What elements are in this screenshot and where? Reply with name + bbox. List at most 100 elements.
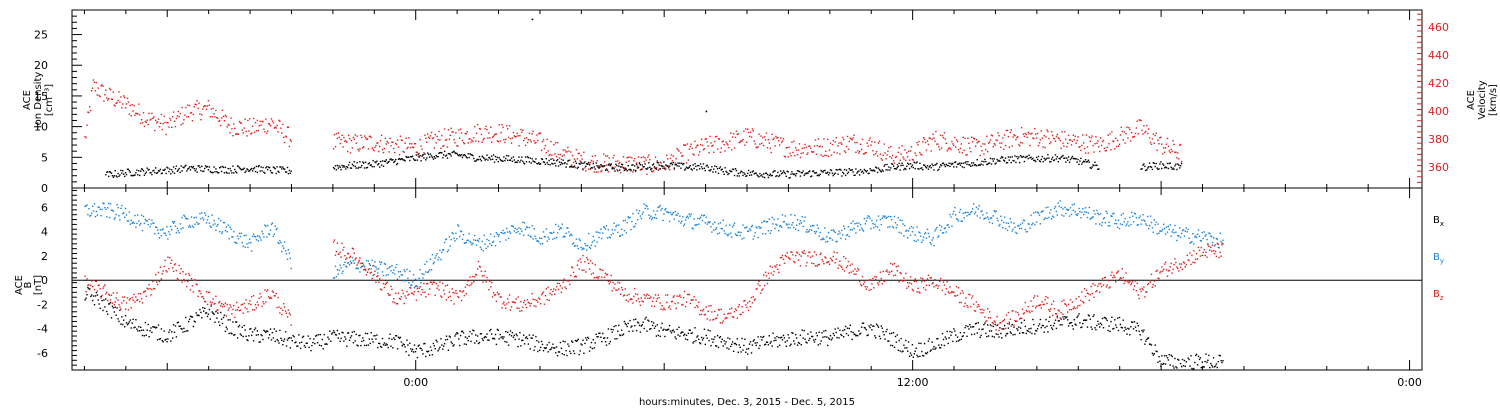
by-point [255,239,258,241]
bx-point [958,339,961,341]
velocity-point [973,138,976,140]
density-point [381,160,384,162]
velocity-point [829,142,832,144]
velocity-point [1179,143,1182,146]
density-point [907,163,910,166]
by-point [565,232,567,235]
bz-point [408,293,410,295]
velocity-point [937,143,939,145]
density-point [1014,155,1016,157]
density-point [729,169,731,172]
bx-point [369,342,371,345]
velocity-point [164,121,166,124]
bx-point [447,349,450,351]
density-point [667,165,669,167]
density-point [757,175,759,177]
by-point [394,273,396,275]
bx-point [175,336,178,338]
velocity-point [1117,145,1120,147]
velocity-point [89,106,91,108]
density-point [1144,165,1146,168]
bx-point [1169,364,1171,366]
density-point [362,161,364,163]
velocity-point [799,156,802,159]
by-point [362,265,364,267]
bx-point [791,332,793,334]
velocity-point [513,135,515,137]
velocity-point [763,136,766,138]
bx-point [1182,365,1185,367]
bz-point [376,275,378,278]
velocity-point [1013,134,1015,136]
density-point [139,174,141,177]
bx-point [579,350,581,352]
by-point [842,234,844,236]
velocity-point [118,91,120,93]
by-point [728,233,730,235]
velocity-point [619,172,622,174]
by-point [1112,213,1114,215]
density-point [201,165,203,168]
density-point [799,175,802,177]
bz-point [203,297,205,300]
by-point [1204,235,1206,237]
by-point [697,217,699,220]
velocity-point [397,146,400,148]
bx-point [1103,316,1106,319]
by-point [334,265,337,267]
bx-point [281,339,283,341]
bx-point [340,337,342,340]
by-point [102,202,104,204]
velocity-point [207,100,210,102]
bx-point [683,334,685,337]
bx-point [325,343,327,345]
density-point [1068,161,1071,163]
by-point [403,269,405,271]
velocity-point [367,148,370,150]
by-point [944,227,946,229]
bx-point [1010,332,1012,334]
bz-point [378,281,380,284]
by-point [107,207,109,209]
velocity-point [678,150,680,152]
velocity-point [163,115,165,118]
velocity-point [272,122,275,124]
density-point [236,165,239,167]
bx-point [275,330,277,332]
by-point [337,273,339,275]
velocity-point [742,138,744,141]
bx-point [1007,327,1010,329]
by-point [157,232,160,234]
bz-point [174,263,177,265]
bx-point [1003,324,1006,327]
bx-point [1195,353,1198,356]
density-point [659,168,661,170]
by-point [434,257,436,259]
density-point [434,157,436,159]
bx-point [1205,353,1207,355]
velocity-point [95,81,97,84]
bx-point [962,335,964,337]
velocity-point [467,142,469,144]
velocity-point [939,148,941,151]
bz-point [279,312,281,314]
bx-point [222,316,225,319]
density-point [433,156,435,158]
bx-point [166,341,168,343]
bx-point [388,337,390,340]
by-point [560,227,563,230]
density-point [574,160,577,162]
density-point [671,163,674,166]
by-point [516,228,518,230]
bz-point [285,312,288,314]
by-point [92,205,94,207]
by-point [267,224,269,227]
density-point [1088,161,1090,163]
density-point [891,163,893,165]
by-point [1019,223,1022,226]
bx-point [931,341,933,343]
bx-point [1163,355,1166,357]
bx-point [563,354,565,356]
density-point [1011,156,1013,158]
by-point [259,237,261,239]
